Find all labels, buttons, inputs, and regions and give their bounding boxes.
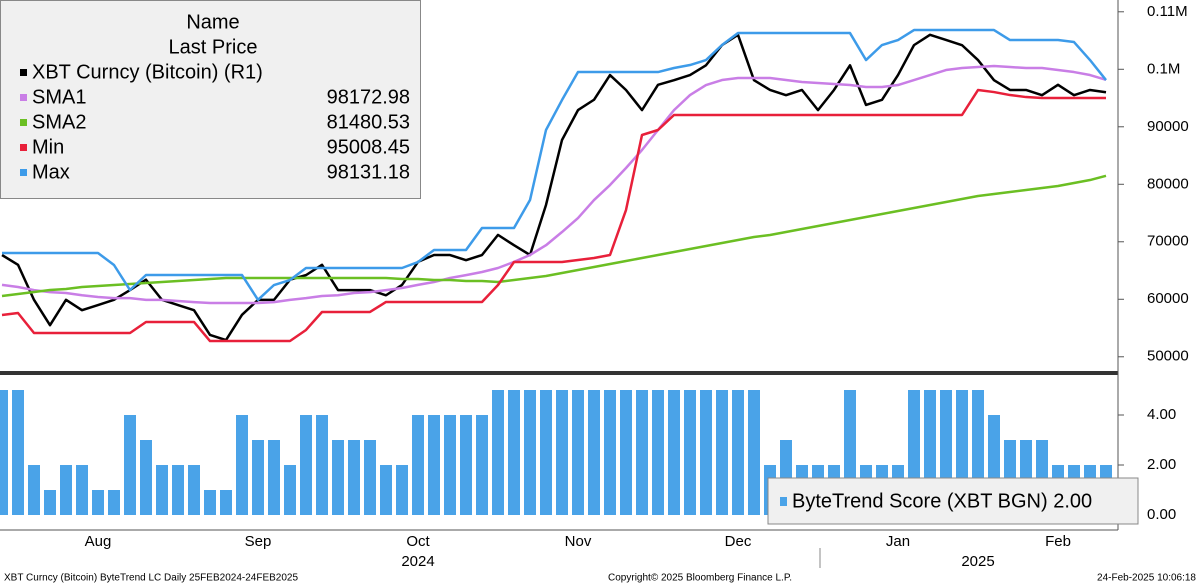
legend-value: 81480.53 xyxy=(327,111,410,133)
bar xyxy=(428,415,440,515)
bar xyxy=(124,415,136,515)
x-tick-label: Aug xyxy=(85,533,112,550)
bar xyxy=(60,465,72,515)
legend-label: Min xyxy=(32,136,64,158)
y-tick-label: 0.00 xyxy=(1147,506,1176,523)
x-tick-label: Nov xyxy=(565,533,592,550)
bar xyxy=(748,390,760,515)
bar xyxy=(412,415,424,515)
bar xyxy=(572,390,584,515)
y-tick-label: 2.00 xyxy=(1147,456,1176,473)
bar xyxy=(396,465,408,515)
y-tick-label: 0.1M xyxy=(1147,60,1180,77)
bar xyxy=(732,390,744,515)
x-year-label: 2024 xyxy=(401,553,434,570)
bar xyxy=(28,465,40,515)
bar xyxy=(348,440,360,515)
y-tick-label: 4.00 xyxy=(1147,406,1176,423)
bar xyxy=(300,415,312,515)
bar xyxy=(620,390,632,515)
line-series xyxy=(1,88,1106,343)
bar xyxy=(444,415,456,515)
bar xyxy=(92,490,104,515)
bar xyxy=(108,490,120,515)
bar xyxy=(284,465,296,515)
legend-marker xyxy=(20,144,27,151)
bar xyxy=(332,440,344,515)
x-tick-label: Jan xyxy=(886,533,910,550)
legend-box xyxy=(0,0,421,199)
legend-value: 98131.18 xyxy=(327,161,410,183)
bar xyxy=(252,440,264,515)
bar xyxy=(684,390,696,515)
bar xyxy=(508,390,520,515)
bar xyxy=(476,415,488,515)
legend-marker xyxy=(20,169,27,176)
y-tick-label: 90000 xyxy=(1147,118,1189,135)
bar xyxy=(188,465,200,515)
legend-value: 98172.98 xyxy=(327,86,410,108)
bar xyxy=(540,390,552,515)
bar xyxy=(588,390,600,515)
line-series xyxy=(2,28,1107,302)
footer-right: 24-Feb-2025 10:06:18 xyxy=(1097,573,1196,584)
bar xyxy=(380,465,392,515)
x-tick-label: Sep xyxy=(245,533,272,550)
bar xyxy=(140,440,152,515)
y-tick-label: 60000 xyxy=(1147,290,1189,307)
legend-label: SMA1 xyxy=(32,86,86,108)
y-tick-label: 50000 xyxy=(1147,348,1189,365)
legend-marker xyxy=(20,119,27,126)
bar xyxy=(716,390,728,515)
legend-label: ByteTrend Score (XBT BGN) 2.00 xyxy=(792,490,1092,512)
legend-label: SMA2 xyxy=(32,111,86,133)
bar xyxy=(556,390,568,515)
x-tick-label: Dec xyxy=(725,533,752,550)
bar xyxy=(364,440,376,515)
x-tick-label: Feb xyxy=(1045,533,1071,550)
bar xyxy=(220,490,232,515)
footer-left: XBT Curncy (Bitcoin) ByteTrend LC Daily … xyxy=(4,573,298,584)
line-series xyxy=(1,174,1107,298)
bar xyxy=(316,415,328,515)
x-year-label: 2025 xyxy=(961,553,994,570)
legend-label: Max xyxy=(32,161,70,183)
bar xyxy=(172,465,184,515)
y-tick-label: 70000 xyxy=(1147,233,1189,250)
bar xyxy=(268,440,280,515)
bar xyxy=(460,415,472,515)
legend-label: XBT Curncy (Bitcoin) (R1) xyxy=(32,61,263,83)
y-tick-label: 80000 xyxy=(1147,175,1189,192)
legend-marker xyxy=(780,497,787,506)
bar xyxy=(668,390,680,515)
legend-marker xyxy=(20,94,27,101)
footer-center: Copyright© 2025 Bloomberg Finance L.P. xyxy=(608,573,792,584)
bar xyxy=(156,465,168,515)
legend-box xyxy=(767,477,1139,525)
bar xyxy=(236,415,248,515)
line-series xyxy=(1,64,1107,305)
x-tick-label: Oct xyxy=(406,533,430,550)
legend-value: 95008.45 xyxy=(327,136,410,158)
bar xyxy=(44,490,56,515)
y-tick-label: 0.11M xyxy=(1147,3,1188,20)
bar xyxy=(76,465,88,515)
legend-header: Name xyxy=(186,11,239,33)
bar xyxy=(636,390,648,515)
bar xyxy=(204,490,216,515)
bar xyxy=(492,390,504,515)
bar xyxy=(12,390,24,515)
bar xyxy=(652,390,664,515)
bar xyxy=(604,390,616,515)
bar xyxy=(0,390,8,515)
bar xyxy=(524,390,536,515)
line-series xyxy=(1,33,1107,342)
bar xyxy=(700,390,712,515)
legend-marker xyxy=(20,69,27,76)
legend-header: Last Price xyxy=(169,36,258,58)
